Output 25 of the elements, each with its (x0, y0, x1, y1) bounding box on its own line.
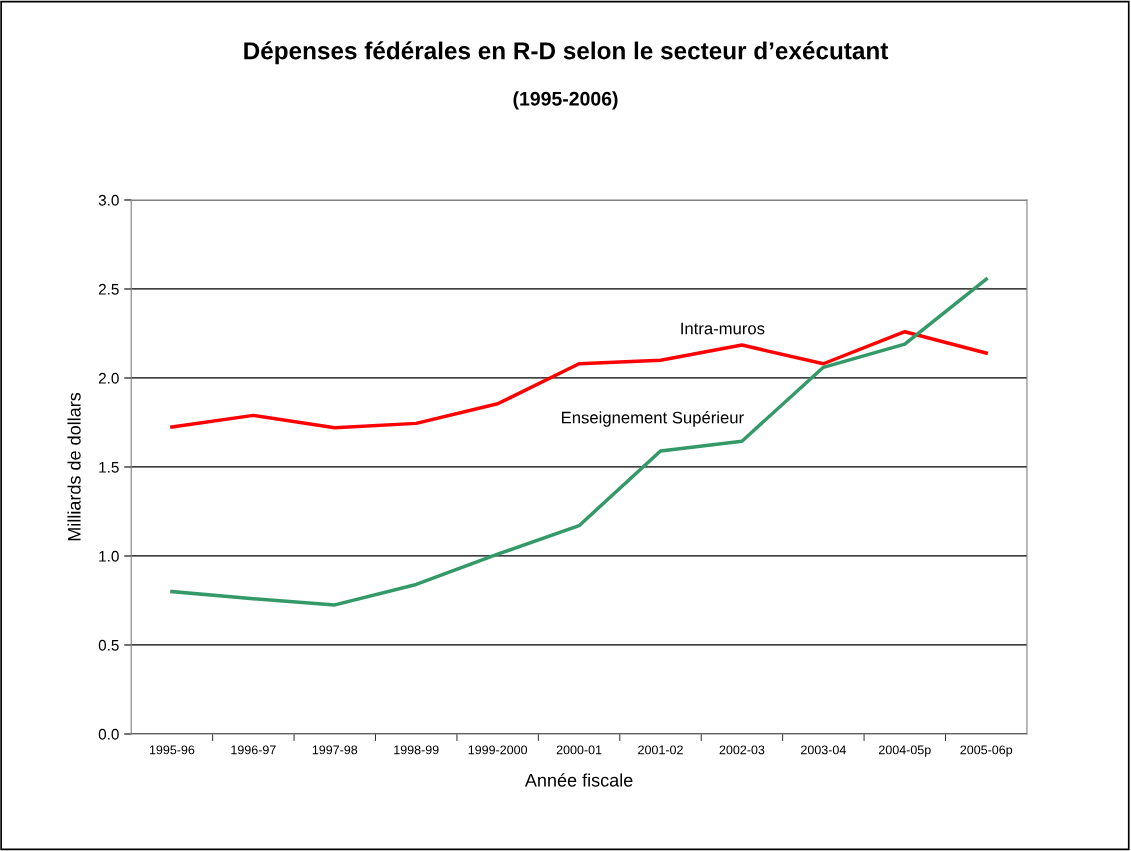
y-tick-label: 0.0 (98, 728, 119, 740)
x-tick-label: 1997-98 (312, 745, 358, 755)
line-series (170, 277, 988, 607)
x-tick-label: 2003-04 (801, 745, 846, 755)
x-tick-label: 1998-99 (394, 745, 439, 755)
y-tick-label: 3.0 (98, 194, 119, 206)
series-label: Enseignement Supérieur (562, 411, 744, 427)
series-label: Intra-muros (681, 322, 765, 335)
x-tick-label: 2001-02 (638, 745, 683, 755)
x-tick-label: 2000-01 (556, 745, 602, 755)
x-tick-label: 1995-96 (149, 745, 195, 755)
y-tick-label: 2.5 (98, 283, 119, 295)
x-tick-label: 2005-06p (960, 745, 1013, 757)
x-tick-label: 2002-03 (719, 745, 765, 755)
y-tick-label: 1.0 (99, 550, 119, 562)
chart-subtitle: (1995-2006) (513, 91, 618, 110)
y-tick-label: 0.5 (98, 639, 119, 651)
y-axis-title: Milliards de dollars (67, 392, 81, 541)
x-tick-label: 1999-2000 (468, 745, 528, 755)
y-tick-label: 2.0 (98, 372, 119, 384)
x-tick-label: 2004-05p (879, 745, 931, 757)
x-axis-title: Année fiscale (524, 773, 633, 787)
chart-title: Dépenses fédérales en R-D selon le secteur d’exécutant (244, 41, 889, 65)
y-tick-label: 1.5 (99, 462, 119, 473)
x-tick-label: 1996-97 (231, 745, 276, 755)
